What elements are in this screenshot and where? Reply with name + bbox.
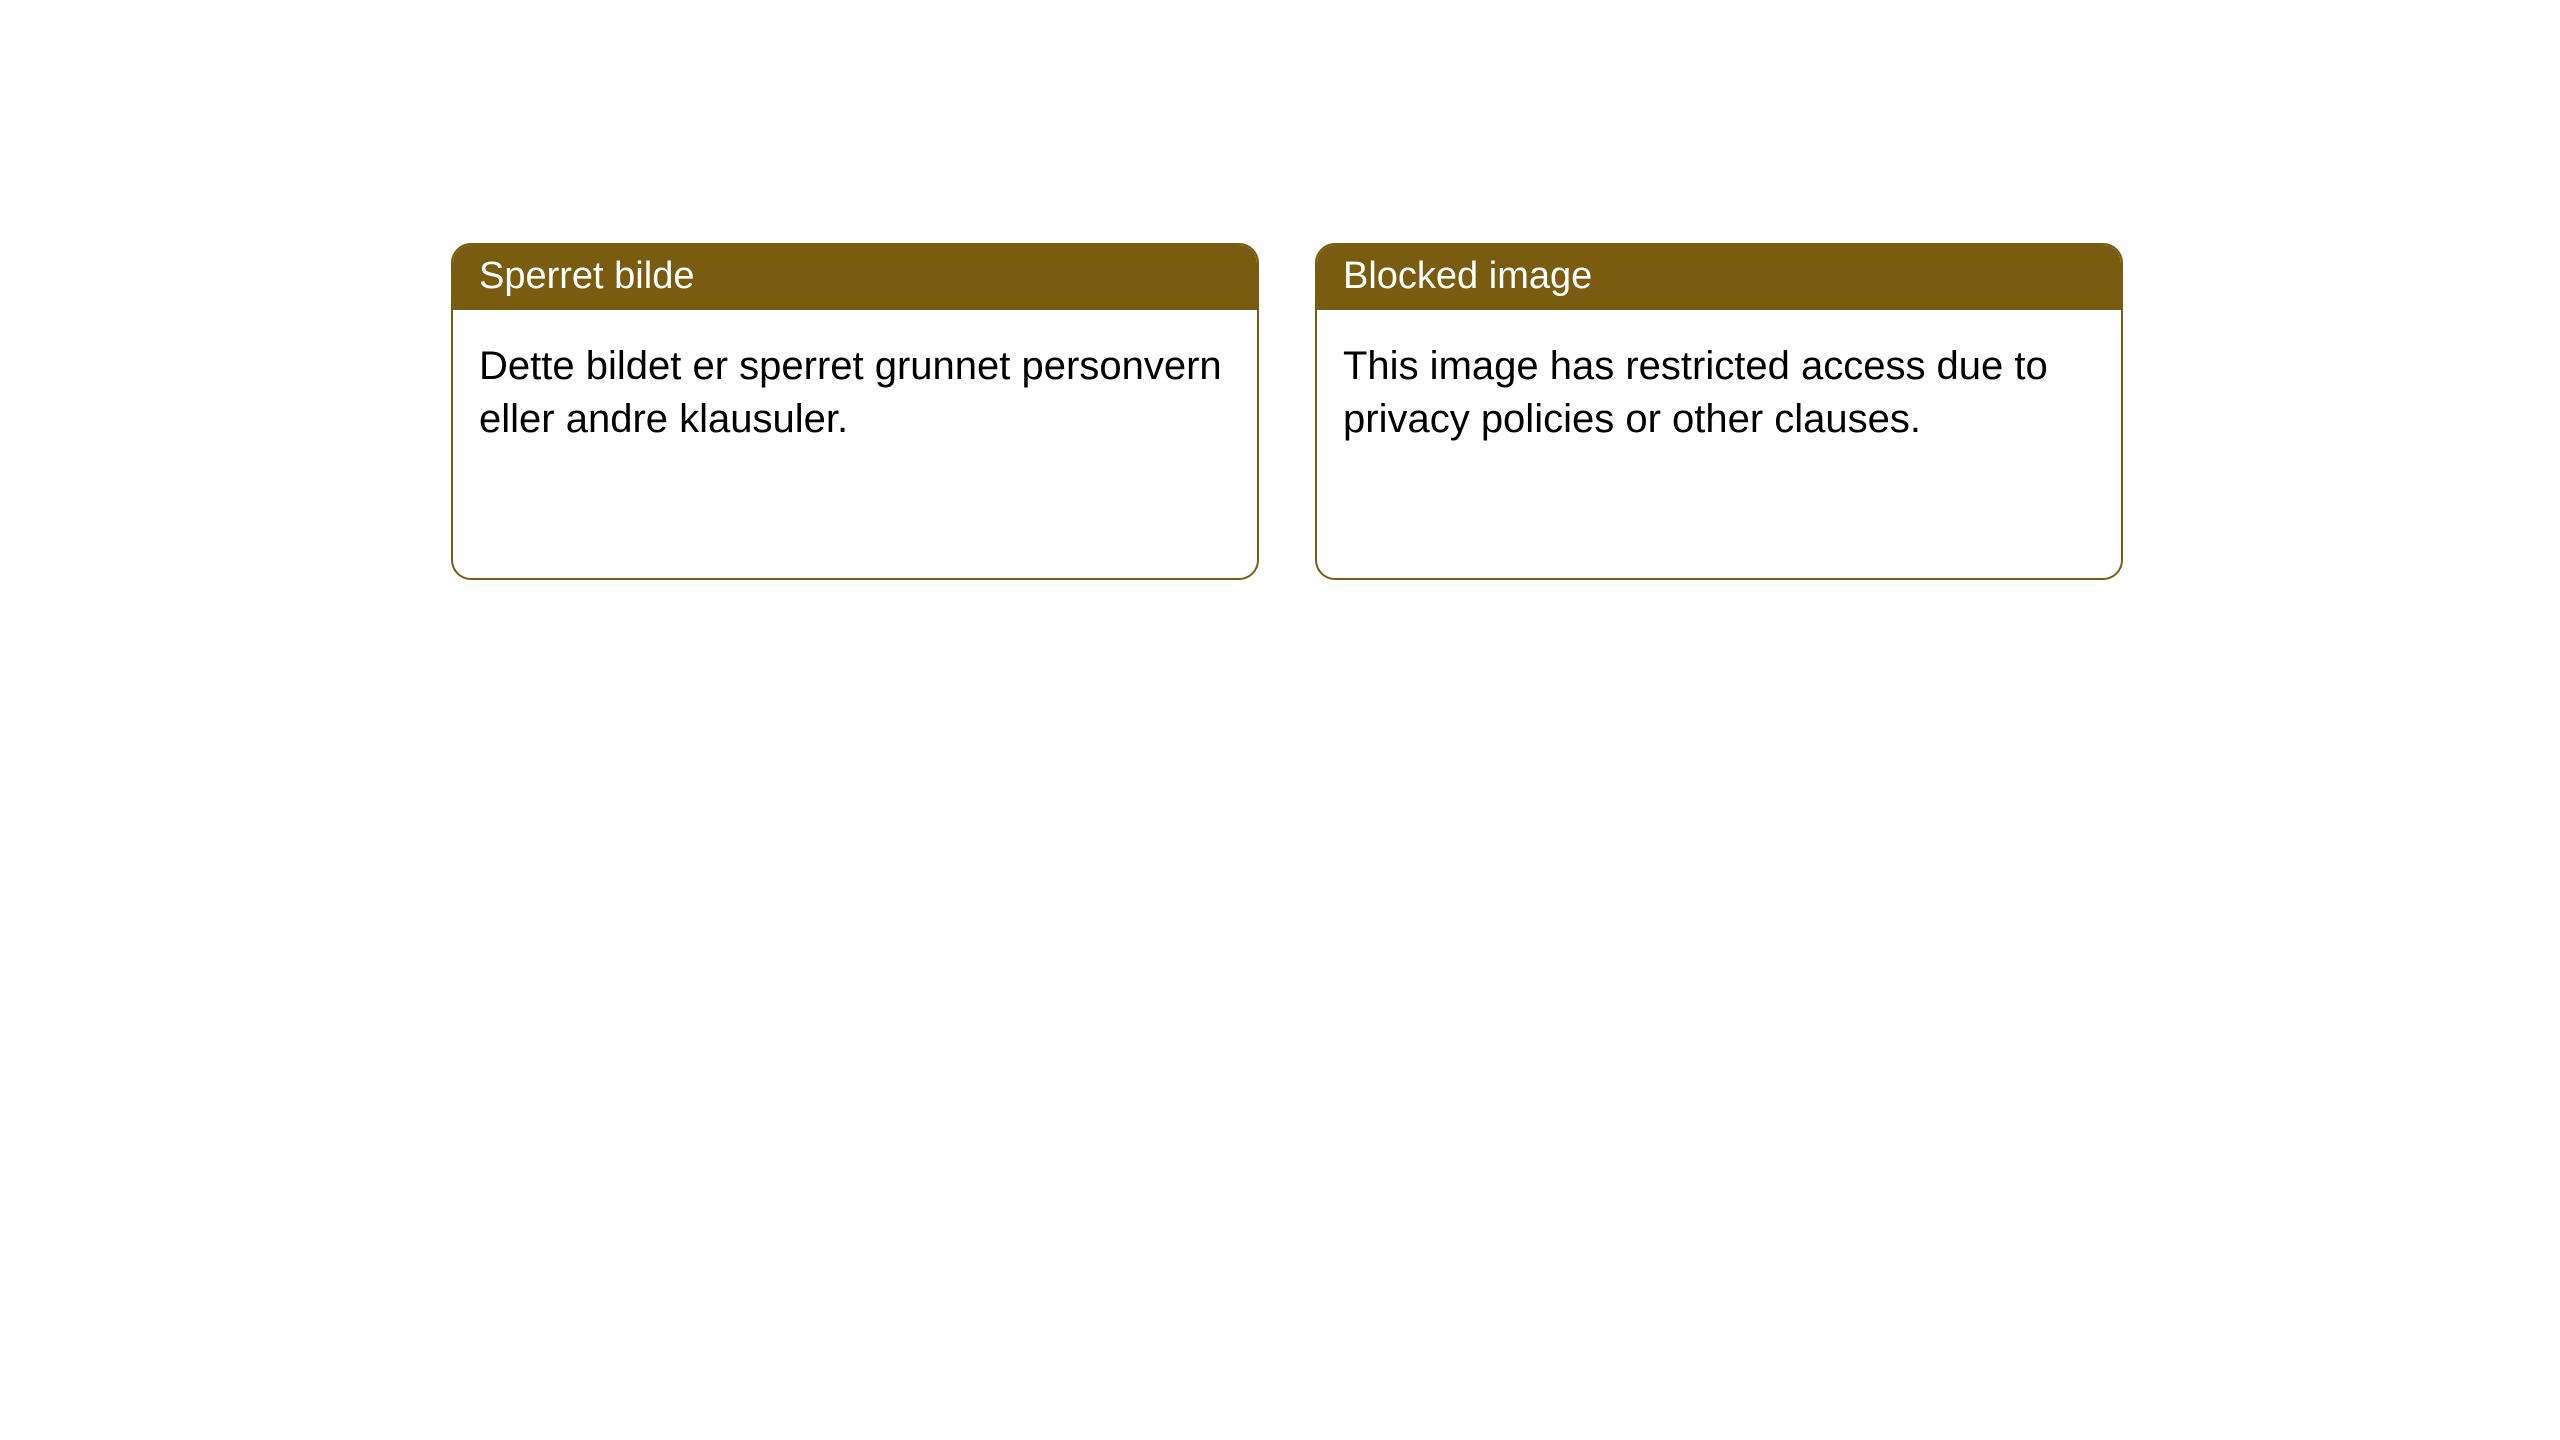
notice-body: This image has restricted access due to …	[1317, 310, 2121, 472]
notice-body: Dette bildet er sperret grunnet personve…	[453, 310, 1257, 472]
notice-container: Sperret bilde Dette bildet er sperret gr…	[0, 0, 2560, 580]
notice-card-english: Blocked image This image has restricted …	[1315, 243, 2123, 580]
notice-title: Sperret bilde	[453, 245, 1257, 310]
notice-title: Blocked image	[1317, 245, 2121, 310]
notice-card-norwegian: Sperret bilde Dette bildet er sperret gr…	[451, 243, 1259, 580]
